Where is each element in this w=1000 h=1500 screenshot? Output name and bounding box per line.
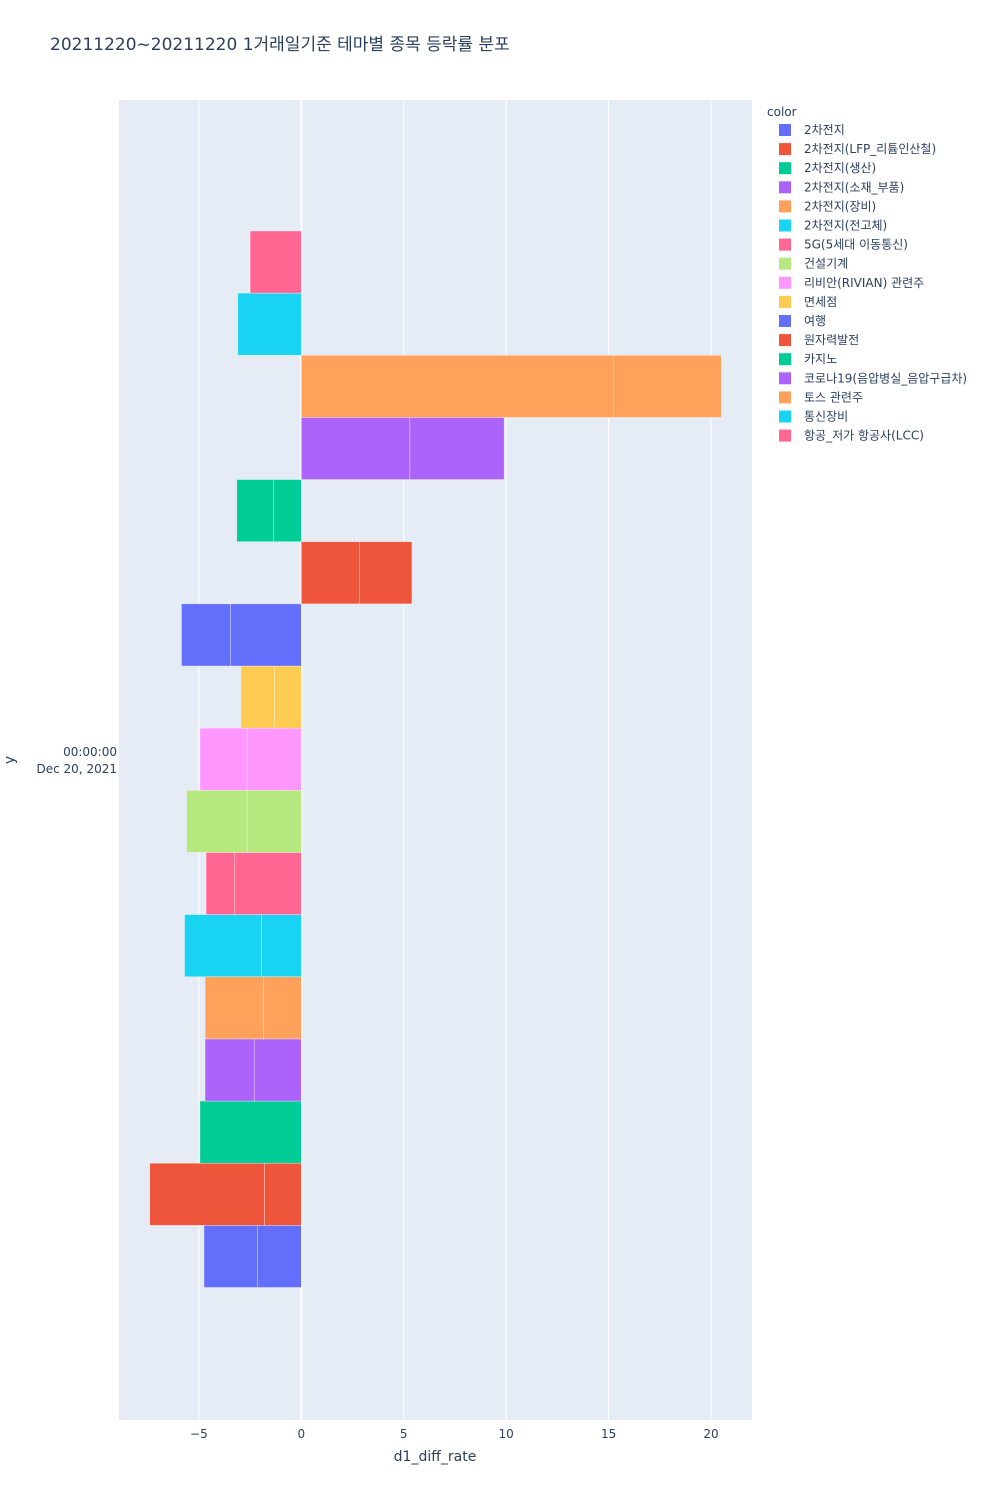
legend-swatch[interactable] — [779, 391, 791, 404]
bar-segment — [205, 852, 236, 915]
bar-segment — [263, 976, 302, 1040]
bar-segment — [240, 665, 275, 729]
x-tick-label: 20 — [703, 1427, 718, 1441]
bars — [149, 230, 722, 1288]
legend-item[interactable]: 여행 — [804, 313, 826, 328]
legend-item[interactable]: 2차전지(소재_부품) — [804, 180, 904, 194]
bar-segment — [230, 603, 302, 667]
legend-item[interactable]: 통신장비 — [804, 410, 848, 424]
bar-segment — [199, 727, 248, 791]
legend-item[interactable]: 건설기계 — [804, 257, 848, 271]
legend-item[interactable]: 5G(5세대 이동통신) — [804, 238, 908, 252]
bar-segment — [199, 1100, 302, 1164]
bar-segment — [181, 603, 231, 667]
chart-title: 20211220~20211220 1거래일기준 테마별 종목 등락률 분포 — [50, 35, 510, 55]
bar-segment — [149, 1162, 265, 1226]
x-axis-title: d1_diff_rate — [394, 1449, 477, 1465]
legend-swatch[interactable] — [779, 429, 791, 442]
x-tick-label: 15 — [601, 1427, 616, 1441]
bar-segment — [203, 1225, 258, 1288]
legend-item[interactable]: 리비안(RIVIAN) 관련주 — [804, 276, 924, 290]
bar-segment — [301, 541, 361, 605]
legend-item[interactable]: 원자력발전 — [804, 333, 859, 347]
y-tick-label-date: Dec 20, 2021 — [37, 762, 117, 776]
legend: 2차전지 2차전지(LFP_리튬인산철) 2차전지(생산) 2차전지(소재_부품) 2차… — [779, 123, 967, 443]
legend-swatch[interactable] — [779, 353, 791, 366]
bar-segment — [204, 976, 264, 1040]
x-tick-labels: −5 0 5 10 15 20 — [190, 1427, 719, 1441]
bar-segment — [249, 230, 302, 294]
x-tick-label: 5 — [400, 1427, 408, 1441]
bar-segment — [301, 354, 615, 418]
bar-segment — [184, 914, 262, 978]
y-axis-title: y — [2, 756, 18, 764]
bar-segment — [273, 479, 302, 542]
legend-swatch[interactable] — [779, 124, 791, 136]
legend-item[interactable]: 항공_저가 항공사(LCC) — [804, 429, 924, 443]
legend-item[interactable]: 2차전지(생산) — [804, 161, 876, 175]
legend-swatch[interactable] — [779, 200, 791, 213]
legend-swatch[interactable] — [779, 181, 791, 194]
legend-swatch[interactable] — [779, 315, 791, 327]
bar-segment — [274, 665, 302, 729]
bar-segment — [613, 354, 722, 418]
bar-segment — [256, 1225, 302, 1288]
legend-item[interactable]: 코로나19(음압병실_음압구급차) — [804, 371, 967, 385]
legend-swatch[interactable] — [779, 410, 791, 423]
legend-item[interactable]: 2차전지(장비) — [804, 199, 876, 213]
bar-segment — [237, 292, 302, 356]
bar-segment — [301, 417, 411, 480]
legend-item[interactable]: 토스 관련주 — [804, 390, 863, 404]
legend-item[interactable]: 면세점 — [804, 295, 837, 309]
bar-segment — [246, 727, 302, 791]
bar-segment — [236, 479, 274, 542]
bar-segment — [204, 1038, 255, 1102]
y-tick-label-time: 00:00:00 — [63, 745, 117, 759]
legend-swatch[interactable] — [779, 219, 791, 232]
legend-swatch[interactable] — [779, 257, 791, 270]
legend-swatch[interactable] — [779, 372, 791, 385]
legend-title: color — [767, 105, 797, 119]
x-tick-label: −5 — [190, 1427, 208, 1441]
legend-swatch[interactable] — [779, 276, 791, 289]
bar-segment — [186, 789, 248, 853]
legend-item[interactable]: 2차전지(LFP_리튬인산철) — [804, 142, 936, 156]
bar-segment — [261, 914, 302, 978]
legend-swatch[interactable] — [779, 238, 791, 251]
bar-segment — [246, 789, 302, 853]
legend-swatch[interactable] — [779, 295, 791, 308]
bar-segment — [359, 541, 413, 605]
x-tick-label: 0 — [298, 1427, 306, 1441]
legend-swatch[interactable] — [779, 162, 791, 175]
legend-swatch[interactable] — [779, 143, 791, 156]
x-tick-label: 10 — [499, 1427, 514, 1441]
bar-segment — [264, 1162, 302, 1226]
legend-item[interactable]: 2차전지 — [804, 123, 845, 137]
legend-swatch[interactable] — [779, 334, 791, 347]
bar-segment — [409, 417, 505, 480]
bar-segment — [234, 852, 302, 915]
legend-item[interactable]: 2차전지(전고체) — [804, 219, 887, 233]
legend-item[interactable]: 카지노 — [804, 352, 837, 366]
bar-segment — [253, 1038, 302, 1102]
